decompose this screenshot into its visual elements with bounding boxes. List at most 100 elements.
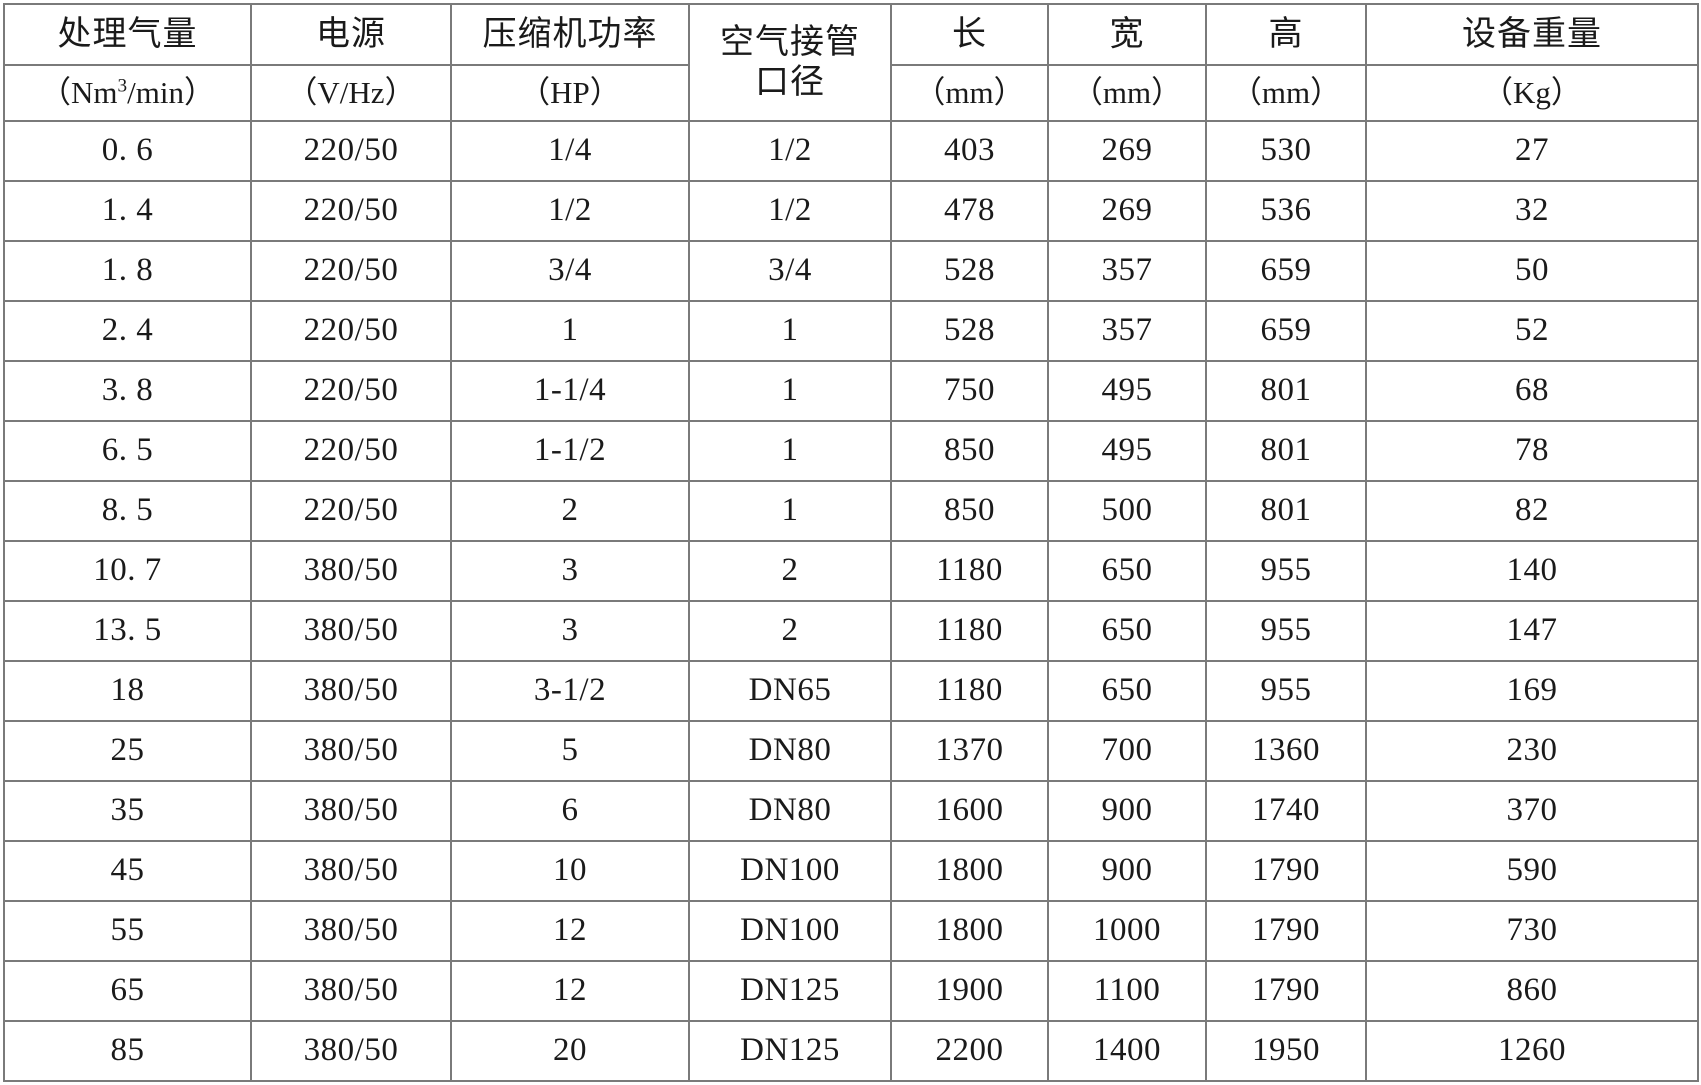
cell-air-port-diameter: 1 <box>688 300 892 362</box>
cell-power-supply: 220/50 <box>250 180 452 242</box>
cell-width: 495 <box>1047 420 1207 482</box>
cell-compressor-power: 20 <box>450 1020 690 1082</box>
cell-compressor-power: 3/4 <box>450 240 690 302</box>
column-header-air-port-diameter-line2: 口径 <box>755 63 825 101</box>
cell-height: 1790 <box>1205 840 1367 902</box>
cell-equipment-weight: 82 <box>1365 480 1699 542</box>
cell-width: 650 <box>1047 540 1207 602</box>
cell-compressor-power: 12 <box>450 960 690 1022</box>
cell-length: 1900 <box>890 960 1049 1022</box>
cell-length: 1180 <box>890 600 1049 662</box>
cell-compressor-power: 5 <box>450 720 690 782</box>
cell-equipment-weight: 590 <box>1365 840 1699 902</box>
table-row: 55 380/50 12 DN100 1800 1000 1790 730 <box>3 900 1699 962</box>
cell-air-port-diameter: 2 <box>688 540 892 602</box>
cell-height: 536 <box>1205 180 1367 242</box>
cell-width: 269 <box>1047 180 1207 242</box>
cell-power-supply: 220/50 <box>250 300 452 362</box>
column-header-compressor-power: 压缩机功率 <box>450 3 690 66</box>
cell-flow-rate: 25 <box>3 720 252 782</box>
cell-width: 700 <box>1047 720 1207 782</box>
table-body: 0. 6 220/50 1/4 1/2 403 269 530 27 1. 4 220/50 1/2… <box>3 120 1699 1082</box>
column-header-equipment-weight: 设备重量 <box>1365 3 1699 66</box>
cell-height: 1740 <box>1205 780 1367 842</box>
cell-width: 1400 <box>1047 1020 1207 1082</box>
cell-width: 357 <box>1047 240 1207 302</box>
cell-equipment-weight: 50 <box>1365 240 1699 302</box>
cell-height: 659 <box>1205 240 1367 302</box>
column-unit-compressor-power: （HP） <box>450 64 690 122</box>
cell-flow-rate: 18 <box>3 660 252 722</box>
cell-width: 650 <box>1047 660 1207 722</box>
cell-length: 850 <box>890 480 1049 542</box>
cell-height: 955 <box>1205 540 1367 602</box>
cell-air-port-diameter: 1/2 <box>688 120 892 182</box>
cell-length: 1800 <box>890 900 1049 962</box>
cell-equipment-weight: 1260 <box>1365 1020 1699 1082</box>
column-header-air-port-diameter: 空气接管 口径 <box>688 3 892 122</box>
cell-power-supply: 380/50 <box>250 720 452 782</box>
cell-power-supply: 380/50 <box>250 1020 452 1082</box>
cell-length: 750 <box>890 360 1049 422</box>
cell-equipment-weight: 169 <box>1365 660 1699 722</box>
cell-width: 1000 <box>1047 900 1207 962</box>
cell-height: 955 <box>1205 600 1367 662</box>
cell-width: 1100 <box>1047 960 1207 1022</box>
column-header-height: 高 <box>1205 3 1367 66</box>
cell-air-port-diameter: 1 <box>688 360 892 422</box>
cell-height: 1790 <box>1205 960 1367 1022</box>
cell-power-supply: 220/50 <box>250 240 452 302</box>
cell-air-port-diameter: 1/2 <box>688 180 892 242</box>
cell-length: 1180 <box>890 540 1049 602</box>
table-row: 0. 6 220/50 1/4 1/2 403 269 530 27 <box>3 120 1699 182</box>
table-row: 85 380/50 20 DN125 2200 1400 1950 1260 <box>3 1020 1699 1082</box>
cell-length: 403 <box>890 120 1049 182</box>
cell-height: 1790 <box>1205 900 1367 962</box>
cell-length: 478 <box>890 180 1049 242</box>
cell-height: 955 <box>1205 660 1367 722</box>
cell-width: 500 <box>1047 480 1207 542</box>
cell-equipment-weight: 370 <box>1365 780 1699 842</box>
equipment-specification-table: 处理气量 电源 压缩机功率 空气接管 口径 长 宽 高 设备重量 （Nm3/mi… <box>3 3 1699 1082</box>
cell-air-port-diameter: 3/4 <box>688 240 892 302</box>
table-row: 18 380/50 3-1/2 DN65 1180 650 955 169 <box>3 660 1699 722</box>
cell-equipment-weight: 32 <box>1365 180 1699 242</box>
cell-height: 801 <box>1205 360 1367 422</box>
cell-height: 801 <box>1205 420 1367 482</box>
column-header-flow-rate: 处理气量 <box>3 3 252 66</box>
cell-compressor-power: 2 <box>450 480 690 542</box>
column-unit-equipment-weight: （Kg） <box>1365 64 1699 122</box>
table-row: 65 380/50 12 DN125 1900 1100 1790 860 <box>3 960 1699 1022</box>
column-header-width: 宽 <box>1047 3 1207 66</box>
cell-flow-rate: 1. 4 <box>3 180 252 242</box>
cell-flow-rate: 45 <box>3 840 252 902</box>
cell-flow-rate: 1. 8 <box>3 240 252 302</box>
cell-equipment-weight: 140 <box>1365 540 1699 602</box>
cell-flow-rate: 10. 7 <box>3 540 252 602</box>
cell-power-supply: 220/50 <box>250 480 452 542</box>
table-row: 6. 5 220/50 1-1/2 1 850 495 801 78 <box>3 420 1699 482</box>
cell-equipment-weight: 27 <box>1365 120 1699 182</box>
cell-equipment-weight: 860 <box>1365 960 1699 1022</box>
cell-air-port-diameter: DN100 <box>688 900 892 962</box>
table-header-row-title: 处理气量 电源 压缩机功率 空气接管 口径 长 宽 高 设备重量 <box>3 3 1699 122</box>
cell-power-supply: 220/50 <box>250 360 452 422</box>
table-header-row-units: （Nm3/min） （V/Hz） （HP） （mm） （mm） （mm） （Kg… <box>3 64 1699 122</box>
column-unit-height: （mm） <box>1205 64 1367 122</box>
cell-air-port-diameter: 1 <box>688 480 892 542</box>
table-row: 10. 7 380/50 3 2 1180 650 955 140 <box>3 540 1699 602</box>
cell-width: 900 <box>1047 840 1207 902</box>
cell-width: 650 <box>1047 600 1207 662</box>
cell-flow-rate: 3. 8 <box>3 360 252 422</box>
cell-flow-rate: 65 <box>3 960 252 1022</box>
column-unit-width: （mm） <box>1047 64 1207 122</box>
table-row: 1. 4 220/50 1/2 1/2 478 269 536 32 <box>3 180 1699 242</box>
cell-flow-rate: 85 <box>3 1020 252 1082</box>
cell-equipment-weight: 230 <box>1365 720 1699 782</box>
cell-length: 528 <box>890 240 1049 302</box>
cell-flow-rate: 55 <box>3 900 252 962</box>
column-header-air-port-diameter-line1: 空气接管 <box>720 24 860 62</box>
column-unit-power-supply: （V/Hz） <box>250 64 452 122</box>
cell-compressor-power: 12 <box>450 900 690 962</box>
cell-power-supply: 380/50 <box>250 840 452 902</box>
